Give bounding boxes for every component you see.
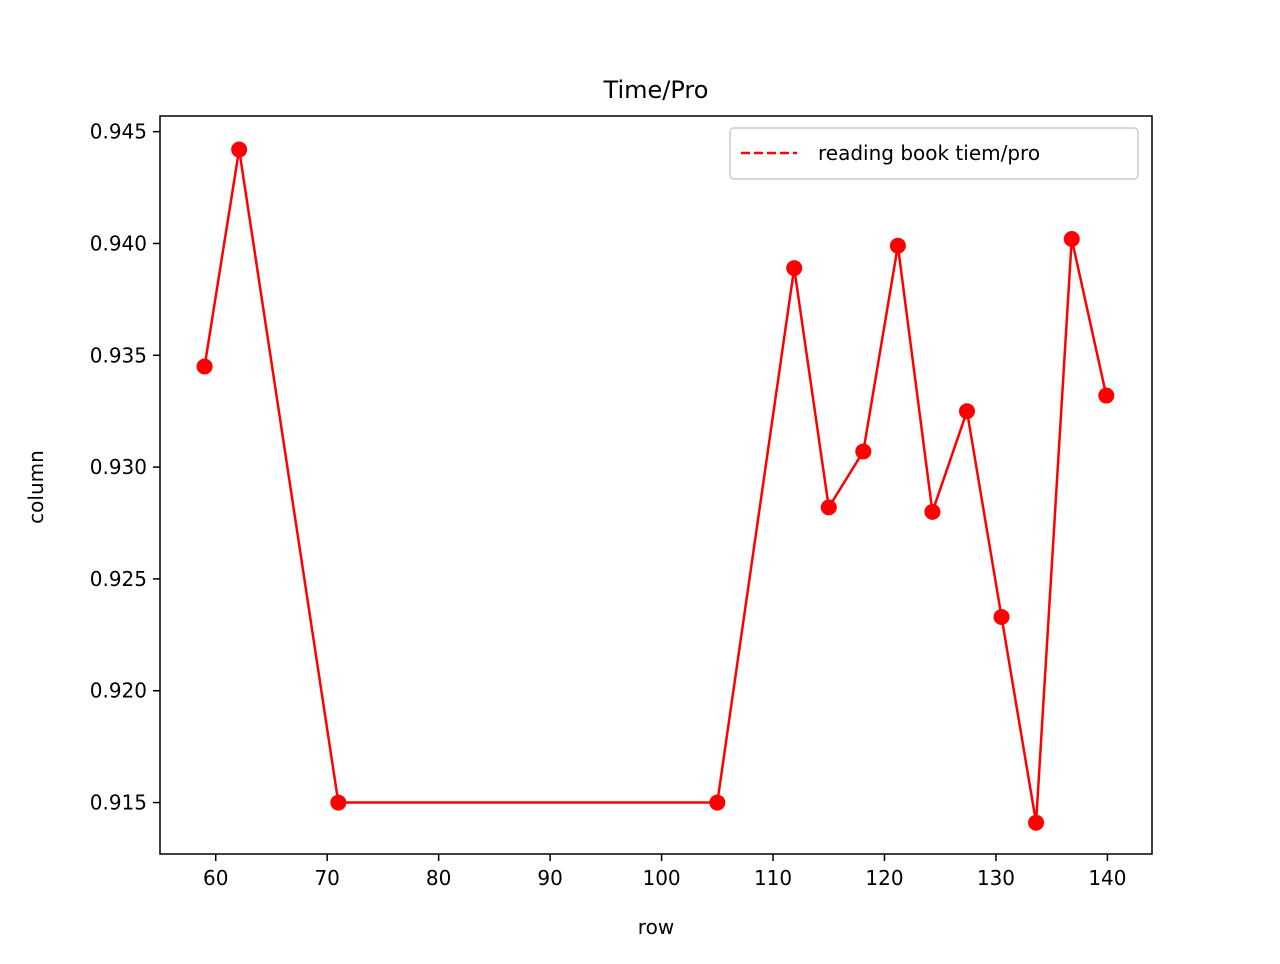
data-point <box>1028 814 1045 831</box>
legend-entry-label: reading book tiem/pro <box>818 141 1040 165</box>
x-tick-label: 90 <box>537 866 562 890</box>
x-axis-ticks: 60 70 80 90 100 110 120 130 140 <box>203 854 1127 890</box>
x-tick-label: 60 <box>203 866 228 890</box>
data-point <box>709 794 726 811</box>
data-point <box>1063 231 1080 247</box>
legend: reading book tiem/pro <box>729 127 1139 180</box>
x-tick-label: 80 <box>426 866 451 890</box>
plot-area-frame <box>159 115 1153 855</box>
y-tick-label: 0.935 <box>90 343 147 367</box>
data-point <box>196 358 213 375</box>
data-point <box>889 237 906 254</box>
y-tick-label: 0.920 <box>90 679 147 703</box>
series-line <box>203 148 1108 824</box>
x-tick-label: 140 <box>1088 866 1126 890</box>
legend-box <box>729 127 1139 180</box>
y-axis-ticks: 0.915 0.920 0.925 0.930 0.935 0.940 0.945 <box>90 120 160 815</box>
y-tick-label: 0.915 <box>90 791 147 815</box>
data-point <box>1098 387 1115 404</box>
data-point <box>993 608 1010 625</box>
y-axis-label: column <box>24 450 48 524</box>
y-tick-label: 0.945 <box>90 120 147 144</box>
data-point <box>855 443 872 460</box>
x-tick-label: 70 <box>314 866 339 890</box>
series-layer <box>196 141 1115 831</box>
y-tick-label: 0.930 <box>90 455 147 479</box>
data-point <box>330 794 347 811</box>
x-tick-label: 130 <box>977 866 1015 890</box>
x-axis-label: row <box>638 915 674 939</box>
y-tick-label: 0.940 <box>90 231 147 255</box>
chart-title: Time/Pro <box>603 76 709 104</box>
data-point <box>958 403 975 420</box>
data-point <box>231 141 248 158</box>
x-tick-label: 100 <box>642 866 680 890</box>
x-tick-label: 120 <box>865 866 903 890</box>
data-point <box>924 503 941 520</box>
x-tick-label: 110 <box>754 866 792 890</box>
data-point <box>786 260 803 277</box>
data-point <box>820 499 837 516</box>
y-tick-label: 0.925 <box>90 567 147 591</box>
